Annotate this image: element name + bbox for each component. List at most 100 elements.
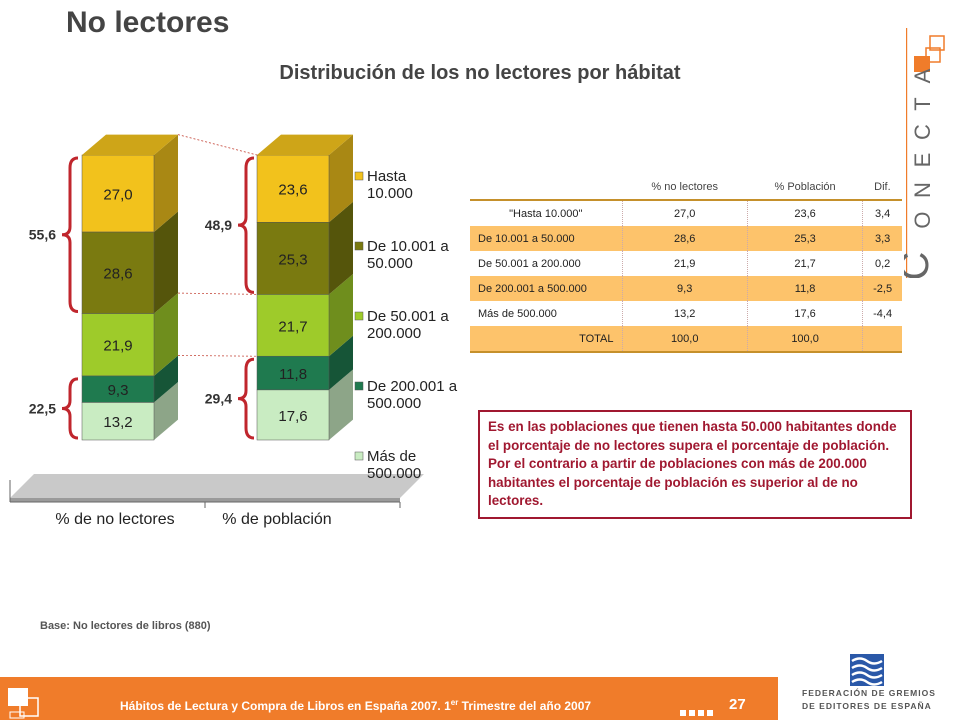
table-cell: 23,6 xyxy=(746,200,863,226)
bar-side-1 xyxy=(329,335,353,390)
table-cell: -4,4 xyxy=(862,301,902,326)
table-cell: 21,9 xyxy=(621,251,748,276)
bar-segment xyxy=(81,154,155,233)
legend-label: 500.000 xyxy=(367,465,421,482)
connector-line xyxy=(177,292,258,295)
stacked-bar-chart: 13,2 9,3 21,9 28,6 27,0 % de no lectores 17,6 1… xyxy=(9,134,458,528)
bar-value-label: 28,6 xyxy=(103,266,132,283)
bar-top xyxy=(82,134,178,155)
no-lectores-bottom-label: 22,5 xyxy=(29,400,56,416)
bar-side-2 xyxy=(154,293,178,376)
bar-top xyxy=(257,134,353,155)
legend-swatch xyxy=(354,171,364,181)
table-cell: 21,7 xyxy=(746,251,863,276)
connector-line xyxy=(177,355,258,357)
bar-segment xyxy=(81,402,155,441)
bar-segment xyxy=(256,389,330,441)
x-tick-label: % de población xyxy=(222,511,331,528)
legend-swatch xyxy=(354,451,364,461)
table-row: "Hasta 10.000" 27,0 23,6 3,4 xyxy=(470,200,902,226)
no-lectores-top-brace xyxy=(61,156,79,313)
row-label: De 10.001 a 50.000 xyxy=(470,226,622,251)
conecta-letter: T xyxy=(910,97,935,110)
bar-side-3 xyxy=(154,211,178,314)
row-label: De 50.001 a 200.000 xyxy=(470,251,622,276)
table-row: Más de 500.000 13,2 17,6 -4,4 xyxy=(470,301,902,326)
bar-value-label: 21,7 xyxy=(278,318,307,335)
bar-side-0 xyxy=(329,369,353,440)
poblacion-top-label: 48,9 xyxy=(205,217,232,233)
conecta-logo: CONECTA xyxy=(904,28,945,278)
conecta-letter: A xyxy=(910,68,935,83)
legend-label: Hasta xyxy=(367,168,407,185)
bar-value-label: 17,6 xyxy=(278,408,307,425)
federation-logo-icon xyxy=(850,654,884,686)
footer-text: Hábitos de Lectura y Compra de Libros en… xyxy=(120,698,592,713)
no-lectores-bottom-brace xyxy=(61,377,79,440)
poblacion-bottom-brace xyxy=(237,357,255,440)
table-cell: 3,3 xyxy=(862,226,902,251)
conecta-letter: C xyxy=(904,252,937,278)
no-lectores-top-label: 55,6 xyxy=(29,227,56,243)
bar-value-label: 13,2 xyxy=(103,414,132,431)
table-cell: 25,3 xyxy=(746,226,863,251)
bar-side-4 xyxy=(154,134,178,232)
chart-subtitle: Distribución de los no lectores por hábi… xyxy=(279,62,681,84)
row-label: "Hasta 10.000" xyxy=(470,200,622,226)
footer-dots-icon xyxy=(680,703,716,721)
row-label: De 200.001 a 500.000 xyxy=(470,276,622,301)
table-cell: 11,8 xyxy=(746,276,863,301)
bar-segment xyxy=(81,375,155,403)
chart-floor-edge xyxy=(10,498,400,502)
poblacion-top-brace xyxy=(237,156,255,294)
table-header-cell: Dif. xyxy=(862,175,902,201)
data-table: % no lectores% Población Dif. "Hasta 10.0… xyxy=(470,175,902,353)
page-title: No lectores xyxy=(66,6,230,39)
bar-side-4 xyxy=(329,134,353,223)
bar-segment xyxy=(256,294,330,357)
connector-line xyxy=(177,134,258,156)
table-header-cell: % no lectores xyxy=(622,175,748,201)
base-note: Base: No lectores de libros (880) xyxy=(40,620,211,632)
table-cell: 0,2 xyxy=(862,251,902,276)
table-cell xyxy=(862,326,902,353)
table-header-cell xyxy=(470,175,622,201)
bar-segment xyxy=(256,154,330,223)
page-number: 27 xyxy=(729,696,746,713)
table-header-cell: % Población xyxy=(747,175,863,201)
bar-segment xyxy=(256,355,330,391)
table-cell: 17,6 xyxy=(746,301,863,326)
table-cell: 13,2 xyxy=(621,301,748,326)
table-cell: 28,6 xyxy=(621,226,748,251)
legend-swatch xyxy=(354,311,364,321)
table-cell: 100,0 xyxy=(621,326,748,353)
bar-side-2 xyxy=(329,273,353,357)
table-row: De 200.001 a 500.000 9,3 11,8 -2,5 xyxy=(470,276,902,301)
conecta-letter: N xyxy=(910,182,935,198)
bar-value-label: 9,3 xyxy=(108,382,129,399)
bar-value-label: 11,8 xyxy=(279,366,307,383)
bar-value-label: 27,0 xyxy=(103,186,132,203)
bar-value-label: 21,9 xyxy=(103,338,132,355)
legend-swatch xyxy=(354,381,364,391)
table-row: De 50.001 a 200.000 21,9 21,7 0,2 xyxy=(470,251,902,276)
legend-label: De 10.001 a xyxy=(367,238,449,255)
table-cell: 27,0 xyxy=(621,200,748,226)
chart-floor xyxy=(10,474,424,498)
legend-label: De 200.001 a xyxy=(367,378,458,395)
conclusion-note: Es en las poblaciones que tienen hasta 5… xyxy=(478,410,912,519)
legend-swatch xyxy=(354,241,364,251)
footer-logo-icon xyxy=(8,688,39,719)
bar-value-label: 23,6 xyxy=(278,182,307,199)
bar-side-3 xyxy=(329,201,353,295)
legend-label: 10.000 xyxy=(367,185,413,202)
legend-label: 200.000 xyxy=(367,325,421,342)
conecta-letter: E xyxy=(910,153,935,168)
bar-segment xyxy=(81,313,155,377)
federation-name: FEDERACIÓN DE GREMIOS DE EDITORES DE ESP… xyxy=(802,688,936,711)
poblacion-bottom-label: 29,4 xyxy=(205,391,232,407)
legend-label: 500.000 xyxy=(367,395,421,412)
bar-segment xyxy=(256,222,330,295)
footer-bar xyxy=(0,677,778,720)
bar-value-label: 25,3 xyxy=(278,251,307,268)
